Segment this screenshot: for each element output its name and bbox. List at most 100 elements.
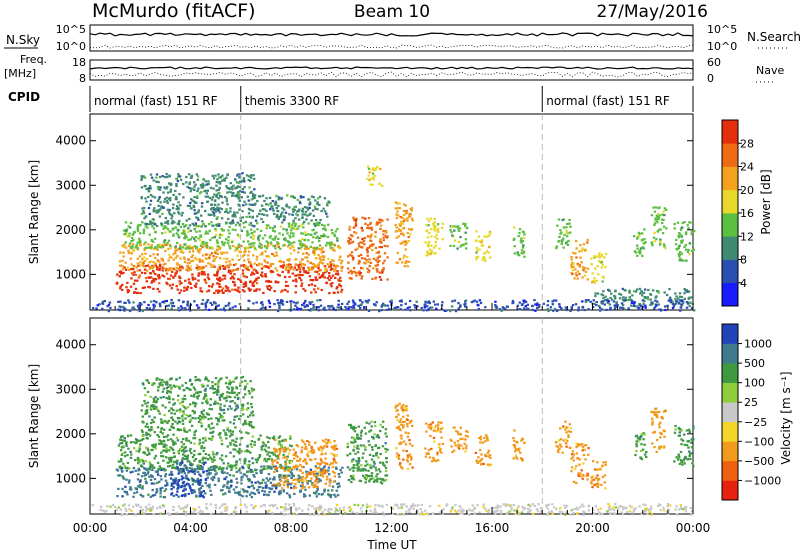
range-cell [334, 268, 337, 271]
range-cell [332, 453, 335, 456]
range-cell [263, 259, 266, 262]
range-cell [149, 300, 153, 303]
range-cell [271, 205, 274, 208]
range-cell [274, 459, 277, 462]
range-cell [613, 304, 616, 307]
range-cell [156, 268, 159, 271]
range-cell [323, 306, 326, 309]
range-cell [228, 487, 231, 490]
range-cell [158, 303, 162, 306]
range-cell [202, 184, 205, 187]
range-cell [134, 487, 137, 490]
range-cell [296, 301, 299, 304]
range-cell [204, 257, 208, 260]
range-cell [314, 492, 317, 495]
range-cell [117, 460, 121, 463]
range-cell [689, 221, 692, 224]
range-cell [237, 173, 240, 176]
range-cell [604, 266, 607, 269]
range-cell [347, 300, 351, 303]
range-cell [637, 307, 640, 310]
range-cell [202, 456, 205, 459]
range-cell [227, 302, 231, 305]
range-cell [464, 299, 468, 302]
range-cell [144, 480, 148, 483]
range-cell [195, 395, 199, 398]
range-cell [627, 307, 630, 310]
range-cell [308, 301, 311, 304]
range-cell [358, 245, 361, 248]
range-cell [136, 247, 139, 250]
range-cell [147, 190, 151, 193]
range-cell [281, 270, 284, 273]
range-cell [224, 265, 227, 268]
range-cell [457, 302, 460, 305]
range-cell [653, 222, 657, 225]
range-cell [186, 300, 189, 303]
range-cell [126, 266, 129, 269]
range-cell [592, 299, 595, 302]
range-cell [244, 459, 247, 462]
range-cell [640, 290, 643, 294]
range-cell [232, 455, 236, 458]
range-cell [628, 289, 631, 292]
range-cell [210, 221, 213, 224]
range-cell [247, 299, 250, 302]
range-cell [473, 299, 476, 302]
range-cell [235, 437, 238, 440]
range-cell [136, 269, 139, 272]
range-cell [253, 230, 256, 233]
range-cell [237, 194, 240, 197]
range-cell [175, 183, 178, 186]
range-cell [565, 241, 569, 244]
range-cell [327, 439, 330, 442]
range-cell [259, 253, 262, 256]
range-cell [235, 387, 239, 390]
range-cell [255, 258, 258, 261]
range-cell [333, 269, 336, 272]
range-cell [252, 487, 256, 490]
range-cell [593, 281, 596, 284]
range-cell [308, 486, 311, 489]
range-cell [425, 229, 429, 232]
range-cell [212, 187, 215, 190]
range-cell [193, 209, 196, 212]
nsky-trace [89, 32, 694, 49]
range-cell [192, 204, 195, 207]
range-cell [197, 237, 200, 240]
range-cell [177, 495, 180, 498]
range-cell [279, 463, 282, 466]
range-cell [464, 238, 468, 241]
range-cell [323, 445, 326, 448]
range-cell [190, 452, 193, 455]
range-cell [326, 277, 330, 280]
range-cell [398, 223, 401, 226]
range-cell [462, 222, 465, 225]
range-cell [522, 236, 526, 239]
range-cell [312, 451, 316, 454]
range-cell [566, 243, 570, 247]
range-cell [166, 208, 169, 211]
range-cell [132, 495, 135, 498]
range-cell [340, 269, 343, 272]
range-cell [241, 190, 244, 193]
range-cell [222, 257, 226, 260]
range-cell [336, 494, 340, 497]
range-cell [192, 491, 195, 494]
nsky-strip [89, 24, 694, 52]
range-cell [278, 493, 281, 496]
range-cell [244, 281, 247, 284]
range-cell [351, 306, 354, 309]
range-cell [215, 184, 218, 187]
range-cell [661, 232, 665, 235]
range-cell [360, 257, 364, 260]
range-cell [597, 254, 600, 257]
range-cell [228, 465, 231, 468]
range-cell [482, 257, 485, 260]
range-cell [451, 300, 454, 303]
range-cell [160, 381, 163, 384]
range-cell [289, 435, 292, 438]
range-cell [358, 259, 361, 262]
range-cell [155, 405, 158, 409]
